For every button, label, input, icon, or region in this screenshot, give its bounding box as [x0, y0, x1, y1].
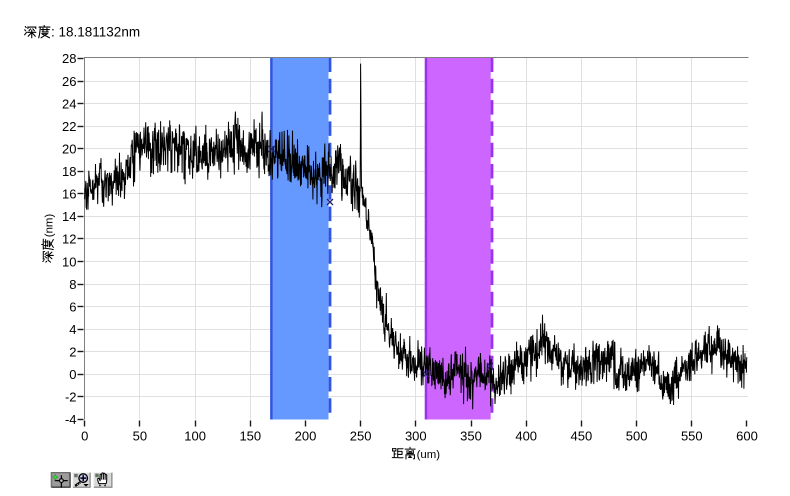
svg-text:(um): (um) — [417, 449, 441, 461]
svg-text:16: 16 — [62, 187, 76, 202]
svg-text:600: 600 — [736, 429, 758, 444]
svg-text:14: 14 — [62, 209, 76, 224]
svg-text:200: 200 — [295, 429, 317, 444]
svg-text:6: 6 — [69, 299, 76, 314]
svg-text:500: 500 — [626, 429, 648, 444]
svg-text:26: 26 — [62, 74, 76, 89]
svg-text:28: 28 — [62, 51, 76, 66]
svg-text:0: 0 — [81, 429, 88, 444]
svg-text:2: 2 — [69, 345, 76, 360]
svg-text:22: 22 — [62, 119, 76, 134]
svg-text:-2: -2 — [65, 390, 77, 405]
svg-text:350: 350 — [460, 429, 482, 444]
svg-text:20: 20 — [62, 141, 76, 156]
svg-text:4: 4 — [69, 322, 76, 337]
svg-text:50: 50 — [133, 429, 147, 444]
svg-text:400: 400 — [515, 429, 537, 444]
svg-text:8: 8 — [69, 277, 76, 292]
svg-text:300: 300 — [405, 429, 427, 444]
svg-text:150: 150 — [239, 429, 261, 444]
svg-text:0: 0 — [69, 367, 76, 382]
svg-text:10: 10 — [62, 254, 76, 269]
svg-text:-4: -4 — [65, 412, 77, 427]
svg-text:250: 250 — [350, 429, 372, 444]
svg-text:550: 550 — [681, 429, 703, 444]
svg-text:450: 450 — [571, 429, 593, 444]
svg-text:(nm): (nm) — [44, 214, 56, 238]
svg-text:12: 12 — [62, 232, 76, 247]
svg-text:24: 24 — [62, 96, 76, 111]
svg-text:18: 18 — [62, 164, 76, 179]
svg-text:100: 100 — [184, 429, 206, 444]
svg-text:: 18.181132nm: : 18.181132nm — [51, 25, 140, 40]
